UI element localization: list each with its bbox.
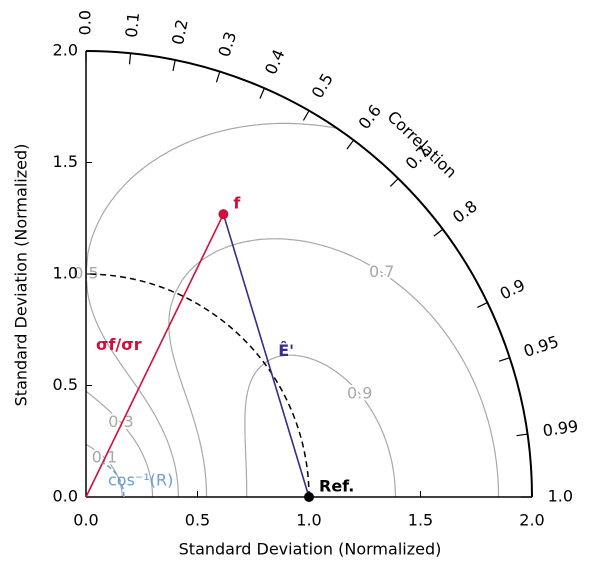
y-tick-label: 0.0 <box>53 487 78 506</box>
correlation-label: 0.4 <box>261 46 289 77</box>
y-tick-label: 1.5 <box>53 152 78 171</box>
correlation-label: 1.0 <box>548 487 573 506</box>
contour-label: 0.9 <box>347 383 372 402</box>
point-label: f <box>233 194 241 213</box>
contour-label: 0.3 <box>108 412 133 431</box>
correlation-tick <box>346 139 355 150</box>
correlation-label: 0.3 <box>214 29 240 59</box>
std-ratio-line <box>85 213 225 498</box>
angle-arc <box>102 462 125 498</box>
rms-error-line <box>222 213 310 498</box>
correlation-tick <box>477 302 488 308</box>
x-tick-label: 2.0 <box>519 511 544 530</box>
angle-axis-title: Correlation <box>384 107 461 182</box>
correlation-label: 0.1 <box>122 11 143 38</box>
x-tick-label: 0.5 <box>185 511 210 530</box>
correlation-label: 0.5 <box>308 70 337 102</box>
correlation-label: 0.95 <box>521 332 561 361</box>
point <box>304 492 314 502</box>
y-tick-label: 0.5 <box>53 375 78 394</box>
correlation-tick <box>516 433 528 437</box>
correlation-tick <box>259 87 265 99</box>
contour-label: 0.7 <box>369 262 394 281</box>
correlation-label: 0.6 <box>355 101 385 133</box>
correlation-label: 0.9 <box>497 275 528 303</box>
contour-label: 0.1 <box>92 447 117 466</box>
correlation-label: 0.99 <box>542 416 580 440</box>
angle-label: cos⁻¹(R) <box>108 471 173 490</box>
y-axis-title: Standard Deviation (Normalized) <box>12 144 31 407</box>
rms-error-label: Ê' <box>278 341 294 360</box>
x-tick-label: 1.0 <box>296 511 321 530</box>
correlation-tick <box>215 71 221 83</box>
x-tick-label: 1.5 <box>408 511 433 530</box>
correlation-tick <box>128 53 132 65</box>
y-tick-label: 2.0 <box>53 41 78 60</box>
correlation-label: 0.8 <box>449 196 481 226</box>
point-label: Ref. <box>319 477 354 496</box>
point <box>218 209 229 220</box>
skill-contour <box>85 390 154 497</box>
correlation-label: 0.0 <box>76 10 95 35</box>
skill-contour <box>168 238 500 497</box>
correlation-tick <box>302 110 310 121</box>
skill-contour <box>85 443 123 497</box>
correlation-tick <box>433 228 444 237</box>
x-axis-title: Standard Deviation (Normalized) <box>179 540 442 559</box>
correlation-tick <box>498 357 510 362</box>
y-tick-label: 1.0 <box>53 264 78 283</box>
std-ratio-label: σf/σr <box>96 335 142 354</box>
x-tick-label: 0.0 <box>73 511 98 530</box>
correlation-label: 0.2 <box>168 18 192 47</box>
correlation-tick <box>389 178 399 187</box>
reference-arc <box>85 273 310 498</box>
outer-arc <box>85 50 533 498</box>
correlation-tick <box>172 59 176 72</box>
skill-contour <box>85 122 337 497</box>
